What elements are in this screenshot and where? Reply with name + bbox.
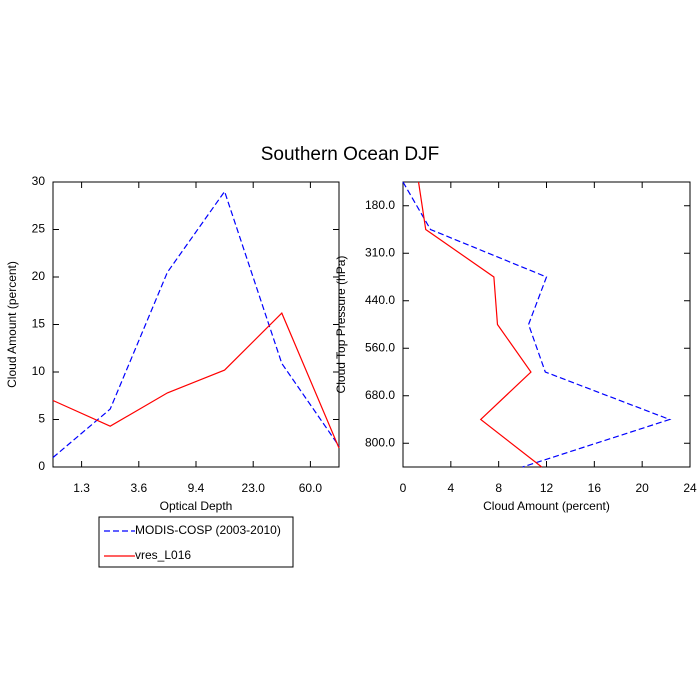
x-tick-label: 9.4 — [188, 481, 205, 495]
y-tick-label: 25 — [32, 222, 46, 236]
y-axis-label: Cloud Amount (percent) — [5, 261, 19, 388]
y-tick-label: 180.0 — [365, 198, 395, 212]
series-line — [402, 181, 672, 468]
x-tick-label: 60.0 — [299, 481, 323, 495]
y-tick-label: 20 — [32, 269, 46, 283]
y-tick-label: 440.0 — [365, 293, 395, 307]
y-tick-label: 15 — [32, 317, 46, 331]
x-tick-label: 20 — [635, 481, 649, 495]
y-tick-label: 560.0 — [365, 340, 395, 354]
series-line — [52, 312, 340, 449]
x-tick-label: 3.6 — [130, 481, 147, 495]
legend-label: vres_L016 — [135, 548, 191, 562]
x-tick-label: 12 — [540, 481, 554, 495]
y-tick-label: 10 — [32, 364, 46, 378]
y-tick-label: 310.0 — [365, 245, 395, 259]
x-tick-label: 1.3 — [73, 481, 90, 495]
y-axis-label: Cloud Top Pressure (hPa) — [334, 256, 348, 394]
y-tick-label: 0 — [38, 459, 45, 473]
x-tick-label: 8 — [495, 481, 502, 495]
y-tick-label: 680.0 — [365, 388, 395, 402]
plot-frame — [402, 181, 691, 468]
y-tick-label: 5 — [38, 412, 45, 426]
x-tick-label: 0 — [400, 481, 407, 495]
x-tick-label: 23.0 — [242, 481, 266, 495]
x-axis-label: Optical Depth — [160, 499, 233, 513]
series-line — [417, 181, 543, 468]
x-tick-label: 4 — [447, 481, 454, 495]
y-tick-label: 800.0 — [365, 435, 395, 449]
y-tick-label: 30 — [32, 174, 46, 188]
x-tick-label: 16 — [588, 481, 602, 495]
series-line — [52, 190, 340, 458]
legend-box — [98, 516, 294, 568]
figure-title: Southern Ocean DJF — [261, 144, 439, 165]
legend-label: MODIS-COSP (2003-2010) — [135, 523, 281, 537]
x-tick-label: 24 — [683, 481, 697, 495]
x-axis-label: Cloud Amount (percent) — [483, 499, 610, 513]
plot-frame — [52, 181, 340, 468]
